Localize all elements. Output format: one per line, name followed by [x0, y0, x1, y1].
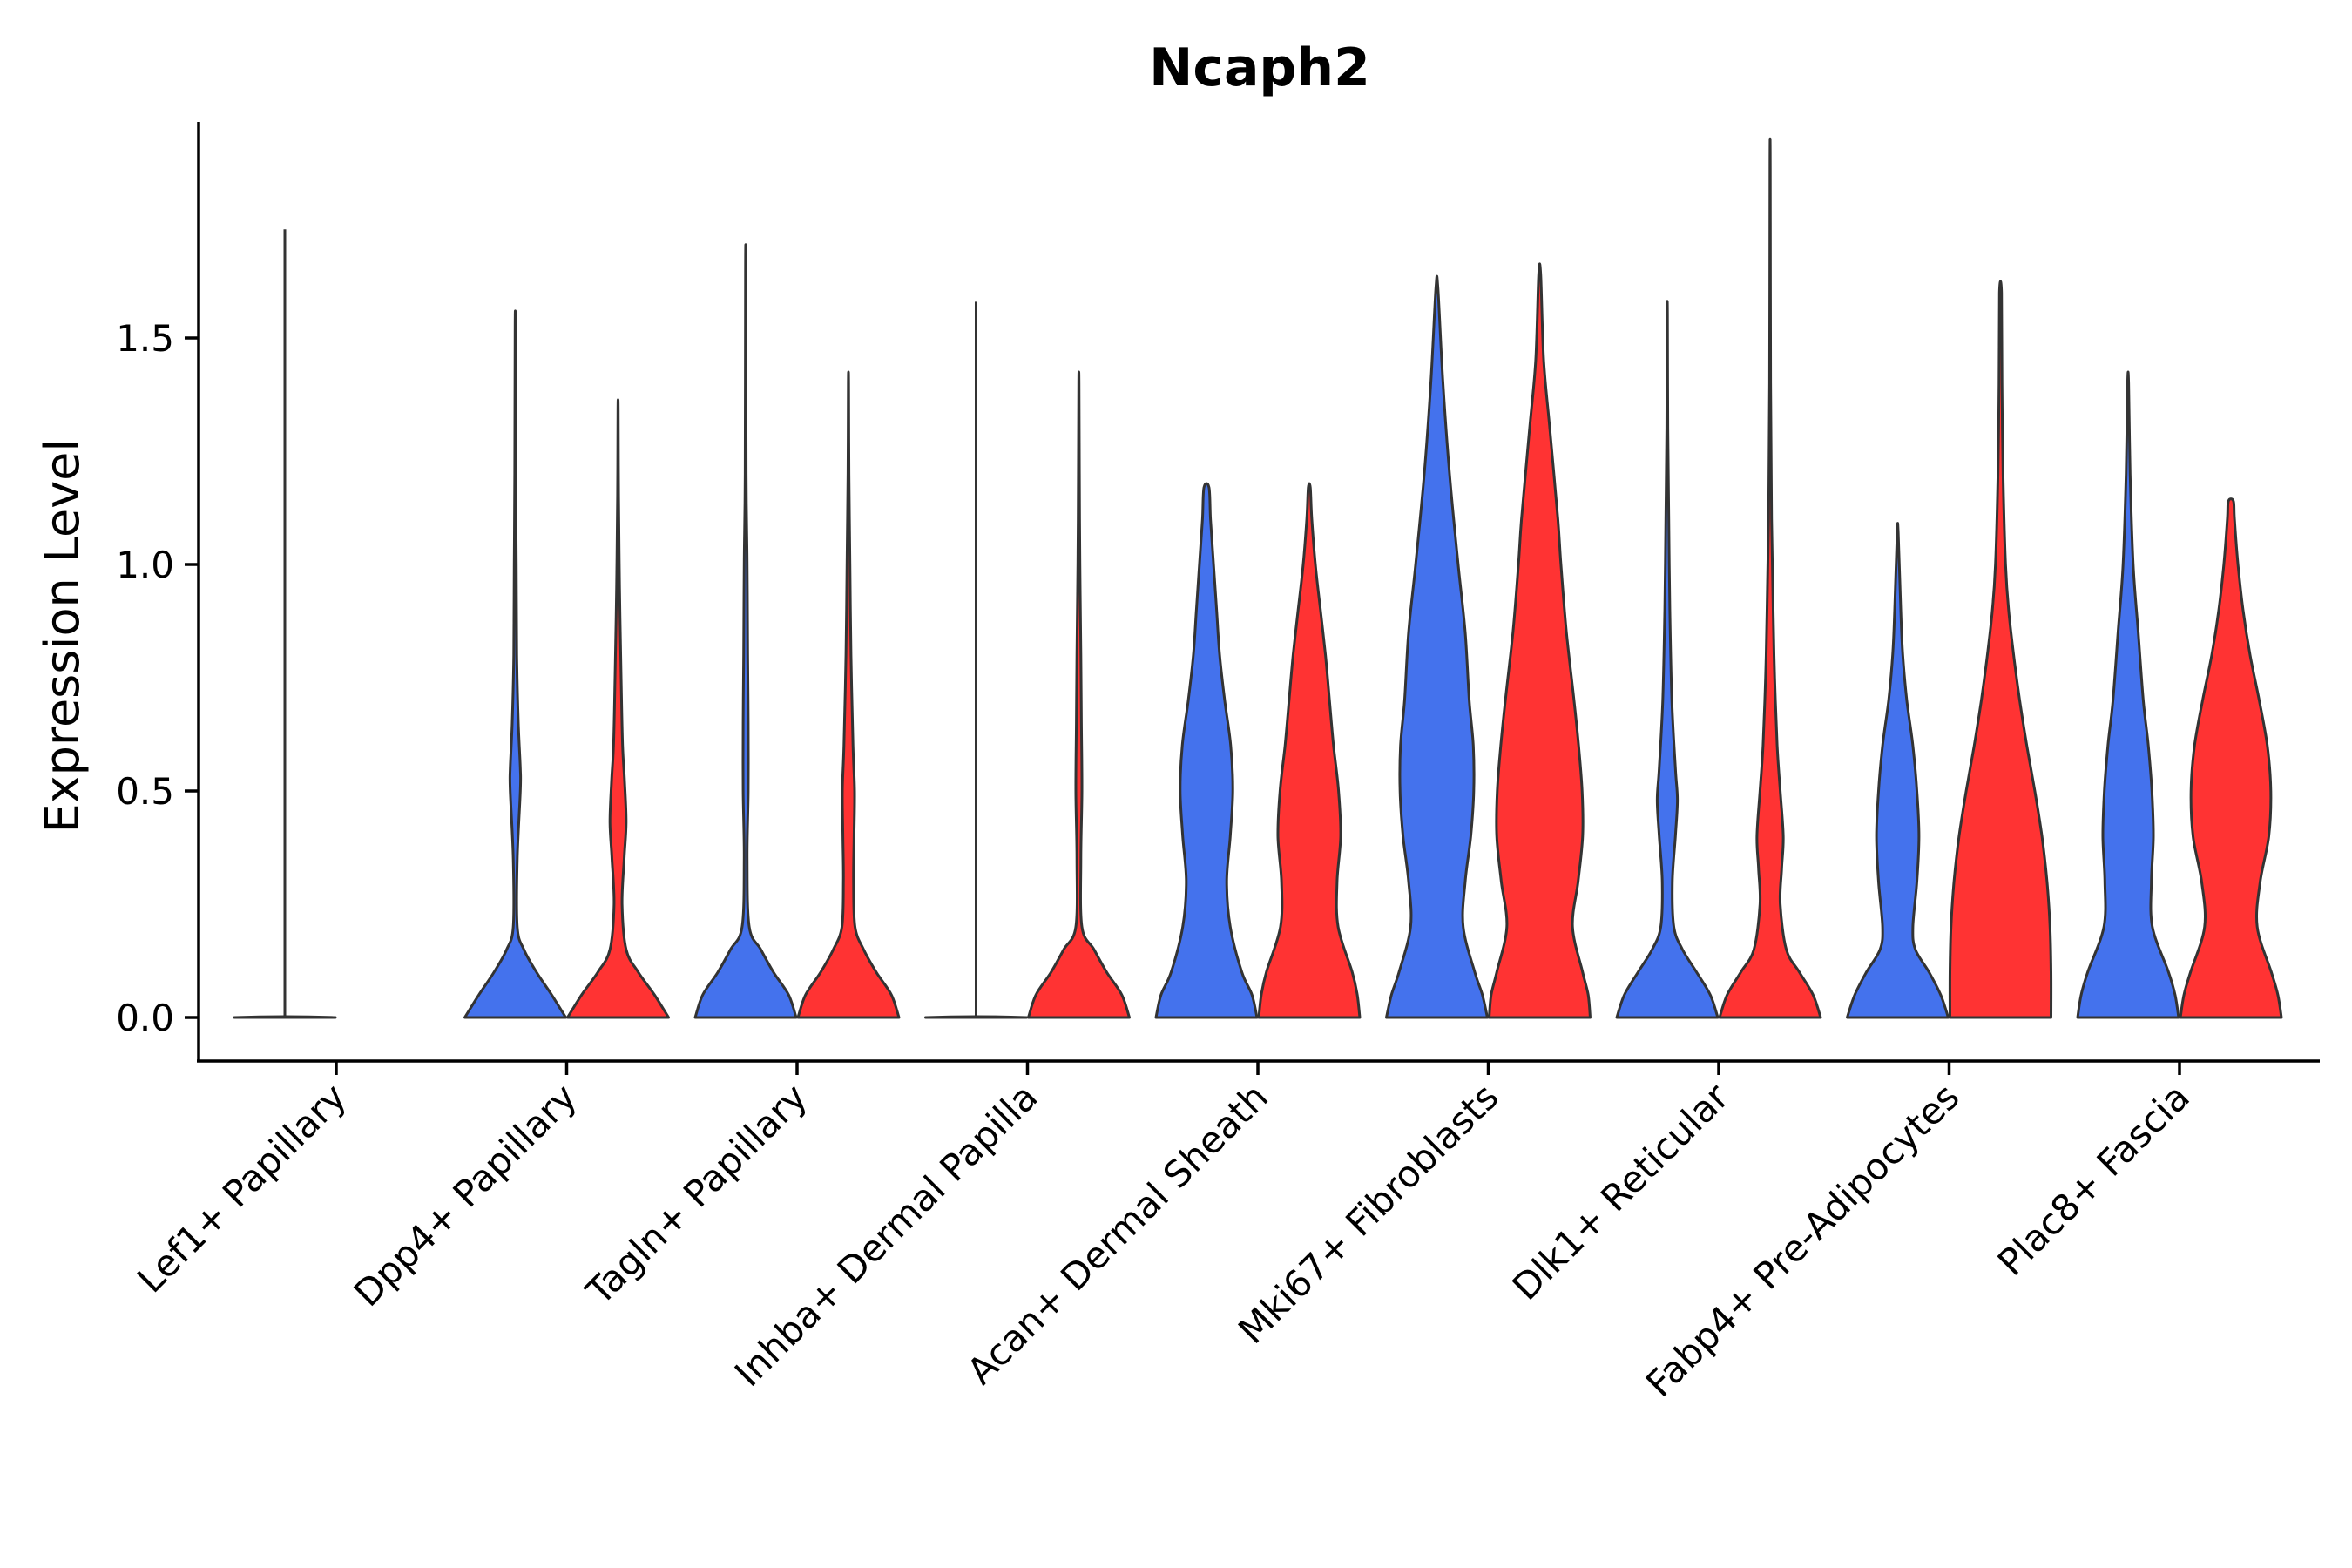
y-tick-label: 0.0 — [116, 997, 174, 1039]
violin-acan-dermal-sheath-group-1 — [1154, 482, 1259, 1019]
violin-dpp4-papillary-group-2 — [566, 398, 670, 1019]
y-tick-label: 1.0 — [116, 544, 174, 586]
y-tick-label: 1.5 — [116, 317, 174, 360]
violin-plac8-fascia-group-2 — [2179, 497, 2283, 1019]
violin-acan-dermal-sheath-group-2 — [1257, 482, 1362, 1019]
violin-dlk1-reticular-group-1 — [1615, 300, 1720, 1019]
y-axis-label: Expression Level — [35, 439, 90, 834]
violin-mki67-fibroblasts-group-1 — [1385, 274, 1489, 1019]
x-tick-label-tagln-papillary: Tagln+ Papillary — [578, 1075, 815, 1313]
x-tick-label-dlk1-reticular: Dlk1+ Reticular — [1504, 1075, 1738, 1308]
x-tick-label-lef1-papillary: Lef1+ Papillary — [129, 1075, 355, 1301]
violin-group — [233, 137, 2283, 1019]
violin-mki67-fibroblasts-group-2 — [1488, 262, 1592, 1019]
violin-plac8-fascia-group-1 — [2076, 370, 2180, 1019]
x-tick-label-dpp4-papillary: Dpp4+ Papillary — [346, 1075, 585, 1315]
violin-tagln-papillary-group-2 — [796, 370, 901, 1019]
violin-fabp4-pre-adipocytes-group-2 — [1948, 280, 2053, 1019]
violin-dpp4-papillary-group-1 — [463, 309, 567, 1019]
violin-inhba-dermal-papilla-group-2 — [1027, 370, 1131, 1019]
x-tick-label-mki67-fibroblasts: Mki67+ Fibroblasts — [1230, 1075, 1506, 1351]
y-ticks: 0.0 0.5 1.0 1.5 — [116, 317, 199, 1039]
y-tick-label: 0.5 — [116, 770, 174, 813]
chart-title: Ncaph2 — [1149, 37, 1370, 98]
x-tick-label-plac8-fascia: Plac8+ Fascia — [1990, 1075, 2198, 1283]
violin-fabp4-pre-adipocytes-group-1 — [1846, 522, 1950, 1019]
violin-tagln-papillary-group-1 — [693, 243, 798, 1019]
violin-dlk1-reticular-group-2 — [1718, 137, 1822, 1019]
